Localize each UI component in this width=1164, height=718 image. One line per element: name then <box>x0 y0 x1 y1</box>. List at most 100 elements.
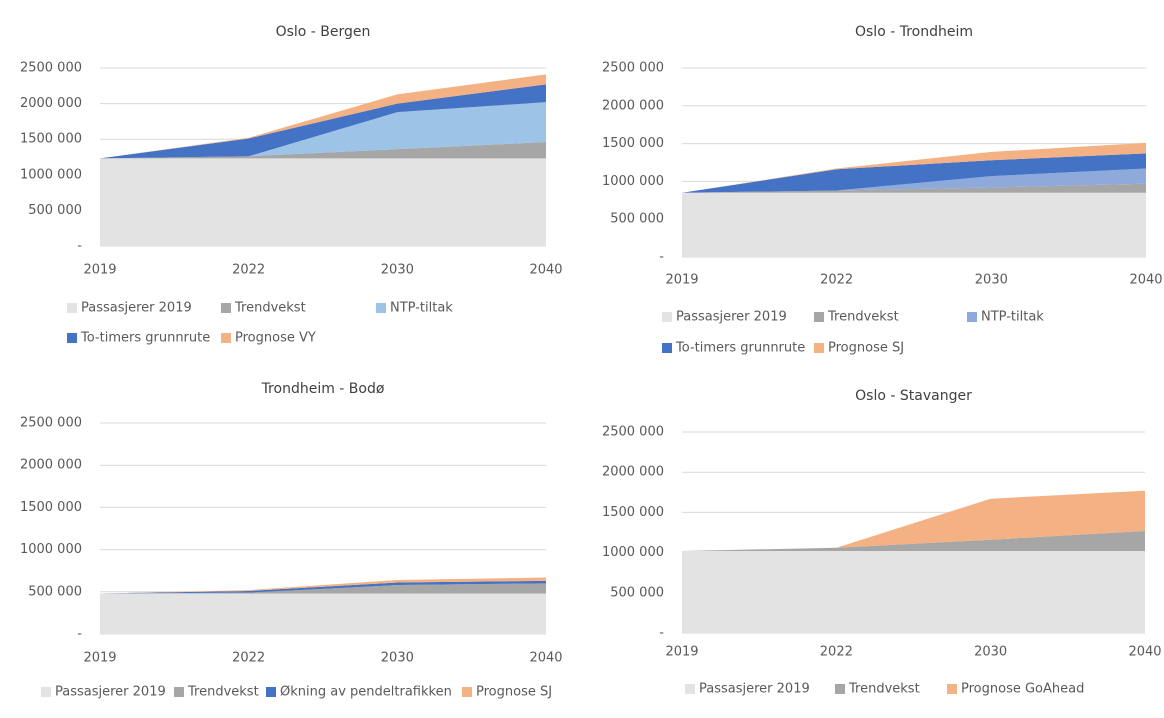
y-tick-label: 2000 000 <box>602 465 664 480</box>
y-tick-label: 500 000 <box>28 584 82 599</box>
legend-label: To-timers grunnrute <box>80 331 210 346</box>
y-tick-label: - <box>77 627 82 642</box>
x-tick-label: 2030 <box>381 263 414 278</box>
area <box>100 577 546 594</box>
y-tick-label: 1000 000 <box>20 167 82 182</box>
area <box>682 153 1146 193</box>
area <box>100 142 546 159</box>
area <box>682 142 1146 193</box>
legend-swatch <box>67 303 77 313</box>
legend-swatch <box>685 684 695 694</box>
area <box>100 158 546 246</box>
x-tick-label: 2040 <box>1129 273 1162 288</box>
legend-label: Passasjerer 2019 <box>676 310 787 325</box>
legend-swatch <box>947 684 957 694</box>
legend-swatch <box>814 312 824 322</box>
y-tick-label: 1500 000 <box>20 500 82 515</box>
y-tick-label: 2000 000 <box>20 96 82 111</box>
legend-label: NTP-tiltak <box>390 301 453 316</box>
legend-label: Prognose GoAhead <box>961 682 1084 697</box>
area <box>100 84 546 159</box>
chart-panel: Oslo - Stavanger - 500 000 1000 000 1500 000… <box>602 388 1162 697</box>
legend-label: Trendvekst <box>827 310 899 325</box>
x-tick-label: 2019 <box>665 645 698 660</box>
y-tick-label: - <box>659 250 664 265</box>
y-tick-label: 2500 000 <box>20 416 82 431</box>
legend-label: NTP-tiltak <box>981 310 1044 325</box>
chart-title: Oslo - Trondheim <box>855 24 973 40</box>
y-tick-label: 2500 000 <box>602 425 664 440</box>
chart-title: Trondheim - Bodø <box>261 381 385 397</box>
legend-label: Passasjerer 2019 <box>55 685 166 700</box>
x-tick-label: 2022 <box>232 263 265 278</box>
area <box>682 490 1145 551</box>
legend-swatch <box>835 684 845 694</box>
legend-label: Passasjerer 2019 <box>81 301 192 316</box>
x-tick-label: 2030 <box>975 273 1008 288</box>
legend-swatch <box>266 687 276 697</box>
y-tick-label: 1500 000 <box>602 505 664 520</box>
area <box>100 102 546 159</box>
area <box>682 192 1146 257</box>
y-tick-label: 1000 000 <box>602 545 664 560</box>
legend-label: Passasjerer 2019 <box>699 682 810 697</box>
area <box>682 183 1146 193</box>
x-tick-label: 2022 <box>820 273 853 288</box>
y-tick-label: 1500 000 <box>602 136 664 151</box>
chart-panel: Oslo - Trondheim - 500 000 1000 000 1500 000… <box>602 24 1163 356</box>
area <box>682 550 1145 633</box>
y-tick-label: 500 000 <box>28 203 82 218</box>
area <box>100 583 546 594</box>
chart-title: Oslo - Stavanger <box>855 388 972 404</box>
y-tick-label: 2500 000 <box>20 61 82 76</box>
y-tick-label: 2000 000 <box>602 98 664 113</box>
x-tick-label: 2040 <box>529 263 562 278</box>
legend-label: To-timers grunnrute <box>675 341 805 356</box>
legend-label: Prognose VY <box>235 331 316 346</box>
legend-label: Økning av pendeltrafikken <box>280 685 452 700</box>
x-tick-label: 2022 <box>232 651 265 666</box>
chart-panel: Trondheim - Bodø - 500 000 1000 000 1500 000… <box>20 381 563 700</box>
legend-swatch <box>662 343 672 353</box>
y-tick-label: 500 000 <box>610 212 664 227</box>
area <box>100 593 546 634</box>
x-tick-label: 2019 <box>665 273 698 288</box>
legend-swatch <box>67 333 77 343</box>
x-tick-label: 2022 <box>820 645 853 660</box>
area <box>682 530 1145 551</box>
x-tick-label: 2019 <box>83 263 116 278</box>
y-tick-label: - <box>659 626 664 641</box>
legend-label: Trendvekst <box>234 301 306 316</box>
y-tick-label: 1000 000 <box>20 542 82 557</box>
y-tick-label: 2000 000 <box>20 458 82 473</box>
area <box>100 580 546 594</box>
legend-label: Prognose SJ <box>476 685 552 700</box>
legend-label: Prognose SJ <box>828 341 904 356</box>
chart-panel: Oslo - Bergen - 500 000 1000 000 1500 000 200… <box>20 24 563 346</box>
legend-swatch <box>41 687 51 697</box>
y-tick-label: 1000 000 <box>602 174 664 189</box>
legend-swatch <box>376 303 386 313</box>
legend-label: Trendvekst <box>187 685 259 700</box>
legend-swatch <box>967 312 977 322</box>
x-tick-label: 2030 <box>974 645 1007 660</box>
y-tick-label: 2500 000 <box>602 61 664 76</box>
legend-swatch <box>221 333 231 343</box>
y-tick-label: - <box>77 239 82 254</box>
x-tick-label: 2040 <box>1128 645 1161 660</box>
legend-swatch <box>174 687 184 697</box>
area <box>100 74 546 159</box>
y-tick-label: 500 000 <box>610 585 664 600</box>
legend-swatch <box>662 312 672 322</box>
x-tick-label: 2030 <box>381 651 414 666</box>
legend-label: Trendvekst <box>848 682 920 697</box>
area <box>682 168 1146 193</box>
legend-swatch <box>814 343 824 353</box>
legend-swatch <box>462 687 472 697</box>
x-tick-label: 2019 <box>83 651 116 666</box>
x-tick-label: 2040 <box>529 651 562 666</box>
y-tick-label: 1500 000 <box>20 132 82 147</box>
chart-title: Oslo - Bergen <box>276 24 371 40</box>
legend-swatch <box>221 303 231 313</box>
